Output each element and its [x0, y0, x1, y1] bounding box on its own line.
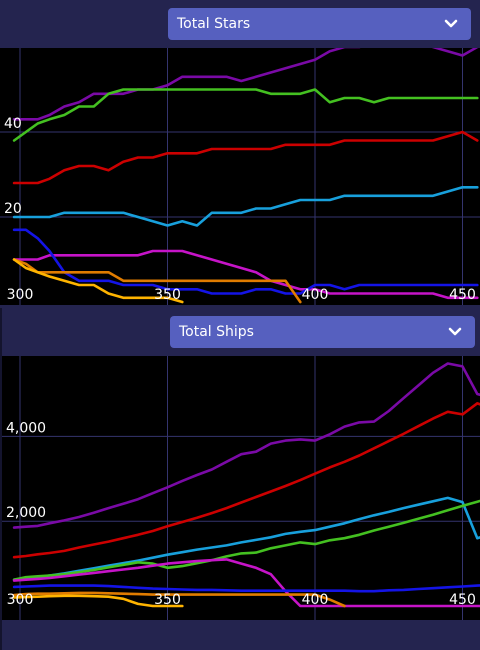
ships-chart-header: Total Ships — [2, 308, 480, 356]
stars-chart-panel: Total Stars 300350400450204060 — [0, 0, 480, 305]
ships-series-line-1 — [12, 362, 480, 529]
ships-y-tick-label: 4,000 — [6, 420, 46, 436]
chevron-down-icon — [444, 19, 458, 28]
stars-chart-plot: 300350400450204060 — [0, 48, 480, 305]
ships-chart-series — [12, 362, 480, 608]
ships-series-line-4 — [12, 499, 480, 581]
ships-series-line-5 — [12, 558, 480, 608]
ships-metric-selected-label: Total Ships — [179, 324, 254, 340]
stars-y-tick-label: 40 — [4, 116, 22, 132]
ships-series-line-3 — [12, 496, 480, 581]
stars-chart-header: Total Stars — [0, 0, 480, 48]
stars-x-tick-label: 300 — [7, 287, 34, 303]
ships-chart-footer — [2, 620, 480, 650]
ships-x-tick-label: 350 — [154, 592, 181, 608]
stars-x-tick-label: 350 — [154, 287, 181, 303]
stars-chart-labels: 300350400450204060 — [4, 116, 476, 303]
ships-x-tick-label: 450 — [449, 592, 476, 608]
stars-series-line-3 — [12, 130, 479, 185]
stars-series-line-8 — [12, 258, 184, 304]
stars-series-line-1 — [12, 48, 479, 121]
ships-series-line-2 — [12, 401, 480, 559]
ships-series-line-7 — [12, 591, 346, 608]
stars-series-line-2 — [12, 88, 479, 142]
stars-series-line-4 — [12, 186, 479, 227]
chevron-down-icon — [448, 327, 462, 336]
ships-x-tick-label: 400 — [302, 592, 329, 608]
ships-series-line-6 — [12, 584, 480, 593]
stars-x-tick-label: 400 — [302, 287, 329, 303]
stars-x-tick-label: 450 — [449, 287, 476, 303]
stars-metric-selected-label: Total Stars — [177, 16, 251, 32]
ships-x-tick-label: 300 — [7, 592, 34, 608]
stars-chart-series — [12, 48, 479, 304]
ships-metric-dropdown[interactable]: Total Ships — [170, 316, 475, 348]
stars-y-tick-label: 20 — [4, 201, 22, 217]
stars-series-line-6 — [12, 228, 479, 295]
stars-series-line-7 — [12, 258, 302, 304]
stars-series-line-5 — [12, 249, 479, 300]
ships-y-tick-label: 2,000 — [6, 505, 46, 521]
stars-metric-dropdown[interactable]: Total Stars — [168, 8, 471, 40]
ships-series-line-8 — [12, 594, 184, 608]
